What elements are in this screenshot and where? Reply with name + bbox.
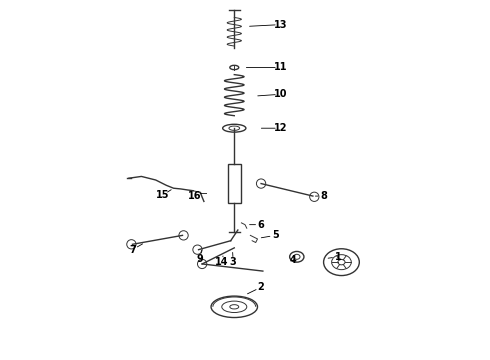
Text: 15: 15 — [156, 190, 170, 200]
Text: 6: 6 — [258, 220, 265, 230]
Text: 8: 8 — [320, 191, 327, 201]
Text: 9: 9 — [197, 253, 204, 264]
Text: 1: 1 — [335, 252, 341, 262]
Text: 4: 4 — [290, 255, 296, 265]
Text: 11: 11 — [274, 63, 288, 72]
Text: 10: 10 — [274, 89, 288, 99]
Text: 12: 12 — [274, 123, 288, 133]
Text: 13: 13 — [274, 19, 288, 30]
Text: 2: 2 — [258, 282, 265, 292]
Bar — [228, 164, 241, 203]
Text: 16: 16 — [188, 191, 202, 201]
Text: 5: 5 — [272, 230, 279, 240]
Text: 14: 14 — [215, 257, 228, 267]
Text: 3: 3 — [230, 257, 237, 267]
Text: 7: 7 — [129, 245, 136, 255]
